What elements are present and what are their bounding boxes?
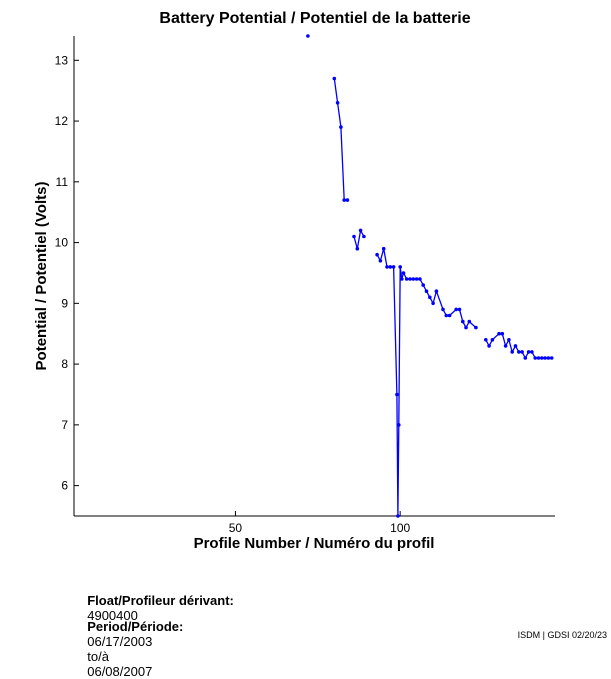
float-label: Float/Profileur dérivant:	[87, 593, 234, 608]
x-tick-label: 100	[390, 521, 410, 535]
data-point	[396, 514, 400, 518]
data-point	[441, 307, 445, 312]
x-axis-label: Profile Number / Numéro du profil	[194, 535, 435, 552]
y-tick-label: 12	[55, 114, 69, 128]
data-point	[400, 277, 404, 281]
data-point	[428, 295, 432, 300]
data-point	[335, 101, 340, 105]
data-point	[411, 277, 416, 281]
series-line	[485, 333, 552, 360]
series-line	[353, 228, 365, 249]
data-point	[549, 356, 554, 360]
data-point	[378, 259, 383, 263]
data-point	[507, 338, 511, 342]
data-point	[487, 344, 491, 348]
data-point	[362, 234, 366, 239]
float-value: 4900400	[87, 608, 138, 623]
y-tick-label: 7	[61, 418, 68, 432]
data-point	[332, 76, 337, 81]
data-point	[397, 423, 401, 427]
data-point	[503, 344, 508, 348]
battery-chart: Battery Potential / Potentiel de la batt…	[33, 10, 555, 552]
data-point	[540, 356, 544, 360]
data-point	[526, 350, 531, 354]
data-point	[447, 313, 452, 318]
data-point	[358, 228, 363, 233]
data-point	[536, 356, 541, 360]
data-point	[474, 325, 478, 330]
data-point	[510, 350, 514, 354]
y-axis-label: Potential / Potentiel (Volts)	[33, 182, 50, 371]
data-point	[457, 307, 462, 312]
data-point	[513, 344, 518, 348]
y-tick-label: 10	[55, 236, 69, 250]
data-point	[546, 356, 551, 360]
data-point	[385, 265, 389, 269]
data-point	[490, 338, 495, 342]
data-point	[454, 307, 459, 312]
data-point	[398, 265, 403, 269]
data-point	[352, 234, 356, 239]
data-point	[517, 350, 521, 354]
data-point	[342, 198, 347, 202]
period-start: 06/17/2003	[87, 634, 153, 649]
period-end: 06/08/2007	[87, 664, 153, 679]
data-point	[497, 331, 501, 336]
data-point	[381, 246, 386, 251]
y-tick-label: 6	[61, 479, 68, 493]
data-point	[484, 338, 488, 342]
data-point	[530, 350, 534, 354]
data-point	[401, 271, 406, 275]
data-point	[395, 392, 399, 397]
period-separator: to/à	[87, 649, 109, 664]
y-tick-label: 9	[61, 296, 68, 310]
data-point	[424, 289, 429, 294]
data-point	[339, 125, 343, 129]
series-line	[333, 78, 348, 201]
data-point	[431, 301, 435, 306]
data-point	[467, 319, 472, 324]
data-point	[414, 277, 419, 281]
x-tick-label: 50	[229, 521, 243, 535]
y-tick-label: 8	[61, 357, 68, 371]
credit-text: ISDM | GDSI 02/20/23	[517, 630, 607, 640]
data-point	[306, 34, 310, 38]
data-point	[444, 313, 449, 318]
y-tick-label: 13	[55, 53, 69, 67]
data-point	[375, 252, 379, 257]
data-point	[391, 265, 396, 269]
data-point	[520, 350, 524, 354]
data-point	[533, 356, 537, 360]
data-point	[500, 331, 505, 336]
period-label: Period/Période:	[87, 619, 184, 634]
data-point	[355, 246, 360, 251]
data-point	[408, 277, 412, 281]
data-point	[543, 356, 547, 360]
data-point	[418, 277, 422, 281]
data-point	[461, 319, 465, 324]
float-info: Float/Profileur dérivant: 4900400	[80, 578, 234, 623]
chart-title: Battery Potential / Potentiel de la batt…	[159, 10, 470, 27]
data-point	[434, 289, 439, 294]
data-point	[464, 325, 468, 330]
data-point	[421, 283, 426, 287]
data-point	[388, 265, 393, 269]
data-point	[523, 356, 528, 360]
data-point	[345, 198, 350, 202]
period-info: Period/Période: 06/17/2003 to/à 06/08/20…	[80, 604, 183, 679]
series-line	[376, 248, 477, 517]
y-tick-label: 11	[56, 175, 69, 189]
data-point	[404, 277, 409, 281]
